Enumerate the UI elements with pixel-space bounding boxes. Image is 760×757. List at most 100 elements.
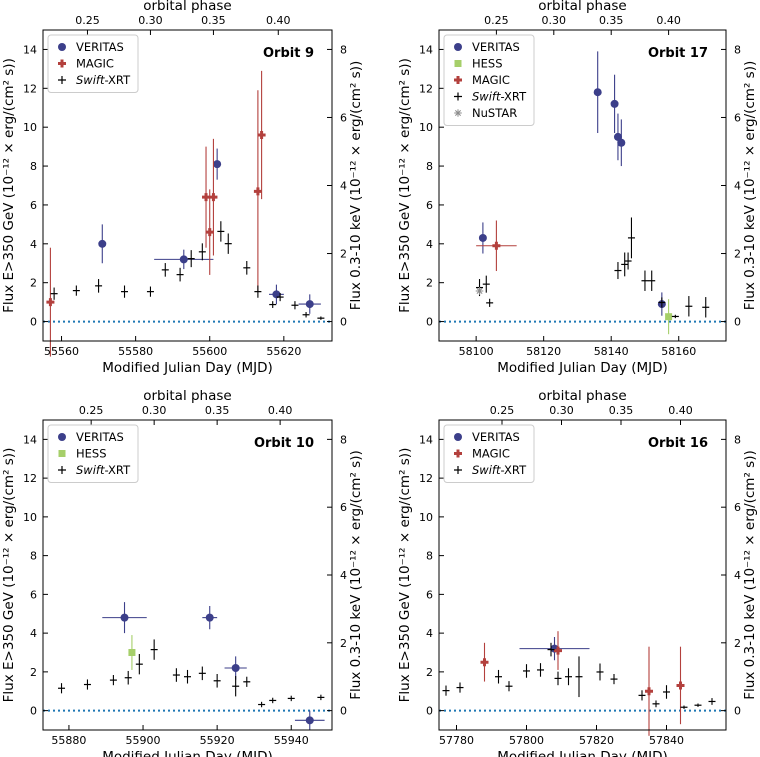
legend: VERITAS MAGIC Swift-XRT	[47, 34, 139, 93]
y-tick-label: 10	[23, 121, 37, 134]
x-tick-label: 57780	[439, 734, 474, 747]
data-point	[547, 642, 555, 657]
data-point	[124, 670, 132, 685]
series-swift-xrt	[58, 639, 325, 708]
magic-marker	[209, 193, 218, 202]
y2-tick-label: 8	[340, 433, 347, 446]
data-point	[456, 682, 464, 693]
top-axis-label: orbital phase	[538, 0, 626, 14]
data-point	[198, 243, 206, 261]
legend-entry-hess: HESS	[454, 57, 503, 71]
data-point	[613, 113, 622, 161]
swift-xrt-legend-marker	[58, 466, 66, 474]
y-tick-label: 0	[30, 705, 37, 718]
data-point	[317, 316, 325, 320]
phase-tick-label: 0.35	[609, 404, 634, 417]
data-point	[258, 701, 266, 708]
swift-xrt-legend-marker	[58, 76, 66, 84]
phase-tick-label: 0.40	[668, 404, 693, 417]
y-tick-label: 12	[23, 472, 37, 485]
legend: VERITAS MAGIC Swift-XRT	[443, 424, 535, 483]
legend-label: VERITAS	[472, 40, 520, 54]
data-point	[665, 299, 673, 335]
orbit-title: Orbit 9	[263, 46, 314, 61]
data-point	[187, 250, 195, 268]
y-tick-label: 10	[419, 511, 433, 524]
swift-xrt-legend-marker	[454, 466, 462, 474]
orbit-title: Orbit 10	[254, 436, 314, 451]
data-point	[652, 700, 660, 708]
series-hess	[128, 635, 136, 670]
y-tick-label: 2	[426, 277, 433, 290]
phase-tick-label: 0.25	[484, 14, 509, 27]
y-tick-label: 12	[419, 82, 433, 95]
data-point	[505, 681, 513, 692]
phase-tick-label: 0.25	[79, 404, 104, 417]
phase-tick-label: 0.40	[268, 404, 293, 417]
magic-marker	[492, 241, 501, 250]
phase-tick-label: 0.30	[542, 14, 567, 27]
data-point	[302, 312, 310, 318]
x-tick-label: 55620	[266, 345, 301, 358]
y-tick-label: 10	[419, 121, 433, 134]
y-axis-label-right: Flux 0.3-10 keV (10⁻¹² × erg/(cm² s))	[348, 450, 364, 699]
data-point	[317, 694, 325, 701]
phase-tick-label: 0.35	[599, 14, 624, 27]
legend-entry-swift-xrt: Swift-XRT	[58, 463, 131, 477]
plot-frame	[438, 29, 727, 342]
data-point	[184, 669, 191, 684]
x-tick-label: 55920	[200, 734, 235, 747]
data-point	[663, 685, 670, 699]
legend-label: Swift-XRT	[76, 73, 131, 87]
y2-tick-label: 4	[734, 180, 741, 193]
legend-entry-nustar: NuSTAR	[454, 106, 517, 120]
plot-frame	[42, 29, 333, 342]
data-point	[257, 70, 266, 200]
data-point	[72, 285, 80, 296]
y-tick-label: 6	[426, 199, 433, 212]
magic-marker	[205, 228, 214, 237]
data-point	[486, 298, 494, 307]
veritas-marker	[610, 99, 619, 108]
x-tick-label: 55940	[274, 734, 309, 747]
series-swift-xrt	[476, 217, 710, 319]
veritas-marker	[120, 613, 129, 622]
y2-tick-label: 2	[340, 637, 347, 650]
legend-box	[443, 424, 535, 483]
veritas-marker	[593, 88, 602, 97]
y-axis-label-right: Flux 0.3-10 keV (10⁻¹² × erg/(cm² s))	[348, 61, 364, 310]
plot-frame	[438, 419, 727, 731]
veritas-marker	[179, 255, 188, 264]
data-point	[624, 252, 632, 270]
data-point	[708, 698, 716, 705]
x-axis-label: Modified Julian Day (MJD)	[102, 360, 273, 376]
veritas-marker	[98, 239, 107, 248]
y2-tick-label: 6	[340, 501, 347, 514]
legend-label: VERITAS	[472, 430, 520, 444]
legend-label: Swift-XRT	[472, 90, 527, 104]
swift-xrt-legend-marker	[454, 92, 462, 101]
series-veritas	[478, 51, 666, 316]
legend-label: NuSTAR	[472, 106, 517, 120]
x-axis-label: Modified Julian Day (MJD)	[497, 360, 668, 376]
y-axis-label-left: Flux E>350 GeV (10⁻¹² × erg/(cm² s))	[1, 448, 17, 703]
magic-marker	[554, 646, 562, 655]
data-point	[98, 224, 107, 264]
veritas-marker	[205, 613, 214, 622]
y-tick-label: 2	[30, 666, 37, 679]
y-tick-label: 4	[426, 627, 433, 640]
legend-entry-magic: MAGIC	[58, 57, 114, 71]
data-point	[554, 631, 562, 670]
phase-tick-label: 0.40	[656, 14, 681, 27]
data-point	[648, 270, 656, 291]
phase-tick-label: 0.35	[205, 404, 230, 417]
x-tick-label: 55900	[126, 734, 161, 747]
series-veritas	[102, 602, 325, 730]
data-point	[213, 674, 221, 688]
y2-tick-label: 0	[734, 705, 741, 718]
data-point	[217, 221, 225, 242]
y2-tick-label: 4	[734, 569, 741, 582]
x-axis-label: Modified Julian Day (MJD)	[102, 749, 273, 757]
magic-marker	[676, 681, 685, 690]
